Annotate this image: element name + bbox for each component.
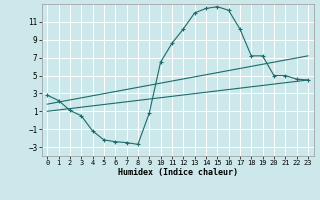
X-axis label: Humidex (Indice chaleur): Humidex (Indice chaleur): [118, 168, 237, 177]
